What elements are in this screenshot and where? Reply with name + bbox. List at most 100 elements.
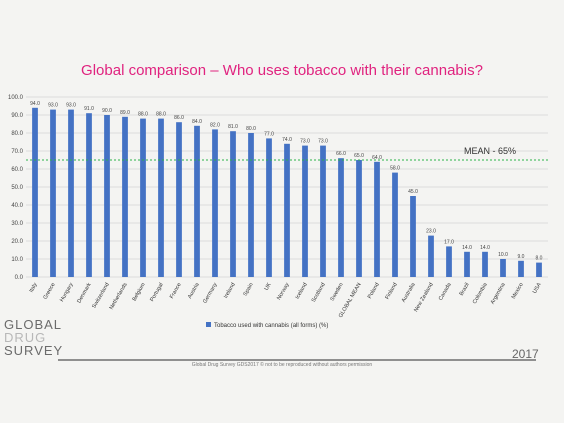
legend-swatch	[206, 322, 211, 327]
data-label: 64.0	[372, 155, 382, 161]
bar	[356, 160, 362, 277]
data-label: 8.0	[536, 256, 543, 262]
data-label: 17.0	[444, 239, 454, 245]
category-label: France	[169, 282, 183, 300]
bar	[302, 145, 308, 277]
logo-line-drug: DRUG	[4, 330, 47, 345]
bar	[410, 196, 416, 277]
category-label: UK	[264, 282, 273, 292]
category-label: Sweden	[330, 282, 345, 302]
y-tick-label: 90.0	[11, 113, 23, 119]
data-label: 73.0	[318, 139, 328, 145]
bar	[374, 161, 380, 277]
global-drug-survey-logo: GLOBAL DRUG SURVEY	[4, 318, 63, 357]
y-tick-label: 10.0	[11, 257, 23, 263]
category-label: Brazil	[459, 282, 471, 297]
data-label: 81.0	[228, 124, 238, 130]
bar	[140, 118, 146, 277]
y-tick-label: 40.0	[11, 203, 23, 209]
category-label: Portugal	[149, 282, 164, 303]
data-label: 77.0	[264, 131, 274, 137]
data-label: 66.0	[336, 151, 346, 157]
category-label: Spain	[242, 282, 254, 297]
data-label: 93.0	[48, 103, 58, 109]
category-label: Poland	[367, 282, 381, 300]
mean-label: MEAN - 65%	[464, 146, 516, 156]
data-label: 88.0	[156, 112, 166, 118]
category-label: Scotland	[311, 282, 327, 304]
category-label: Switzerland	[91, 282, 110, 310]
y-tick-label: 100.0	[8, 95, 24, 101]
category-label: Mexico	[511, 282, 525, 300]
y-tick-label: 50.0	[11, 185, 23, 191]
logo-line-global: GLOBAL	[4, 317, 63, 332]
bar	[500, 259, 506, 277]
data-label: 80.0	[246, 126, 256, 132]
logo-line-survey: SURVEY	[4, 343, 64, 358]
bar	[50, 109, 56, 277]
bar	[248, 133, 254, 277]
data-label: 74.0	[282, 137, 292, 143]
category-label: Iceland	[295, 282, 309, 300]
data-label: 45.0	[408, 189, 418, 195]
data-label: 82.0	[210, 122, 220, 128]
bar	[446, 246, 452, 277]
data-label: 14.0	[480, 245, 490, 251]
data-label: 23.0	[426, 229, 436, 235]
y-tick-label: 20.0	[11, 239, 23, 245]
data-label: 73.0	[300, 139, 310, 145]
category-label: Finland	[385, 282, 399, 301]
bar	[266, 138, 272, 277]
bar	[194, 125, 200, 277]
category-label: Denmark	[76, 282, 92, 305]
bar	[518, 260, 524, 277]
data-label: 84.0	[192, 119, 202, 125]
y-tick-label: 0.0	[15, 275, 24, 281]
copyright-notice: Global Drug Survey GDS2017 © not to be r…	[191, 362, 373, 368]
category-label: Ireland	[223, 282, 237, 300]
category-label: Colombia	[472, 281, 489, 305]
data-label: 58.0	[390, 166, 400, 172]
data-label: 89.0	[120, 110, 130, 116]
category-label: Germany	[202, 282, 219, 305]
category-label: Australia	[401, 281, 417, 303]
category-label: Canada	[438, 281, 453, 302]
bar	[428, 235, 434, 277]
bar	[212, 129, 218, 277]
category-label: Argentina	[490, 281, 507, 305]
data-label: 91.0	[84, 106, 94, 112]
chart-title: Global comparison – Who uses tobacco wit…	[81, 62, 483, 79]
bar	[86, 113, 92, 277]
category-label: Austria	[187, 281, 201, 300]
bar	[536, 262, 542, 277]
data-label: 90.0	[102, 108, 112, 114]
bar	[320, 145, 326, 277]
category-label: USA	[532, 282, 543, 295]
category-label: Belgium	[132, 282, 147, 303]
bar	[122, 116, 128, 277]
data-label: 94.0	[30, 101, 40, 107]
bar	[482, 251, 488, 277]
survey-year: 2017	[512, 347, 539, 361]
data-label: 10.0	[498, 252, 508, 258]
y-tick-label: 80.0	[11, 131, 23, 137]
bar	[392, 172, 398, 277]
bar	[158, 118, 164, 277]
bar	[338, 158, 344, 277]
y-tick-label: 60.0	[11, 167, 23, 173]
bar	[32, 107, 38, 277]
data-label: 65.0	[354, 153, 364, 159]
y-tick-label: 70.0	[11, 149, 23, 155]
category-label: New Zealand	[413, 282, 434, 313]
data-label: 14.0	[462, 245, 472, 251]
data-label: 93.0	[66, 103, 76, 109]
category-label: Italy	[28, 282, 38, 294]
bar	[176, 122, 182, 277]
category-label: Hungary	[59, 282, 75, 303]
bar	[464, 251, 470, 277]
footer-divider	[58, 359, 536, 361]
bar	[230, 131, 236, 277]
category-label: Greece	[43, 282, 57, 301]
legend-label: Tobacco used with cannabis (all forms) (…	[214, 323, 328, 329]
